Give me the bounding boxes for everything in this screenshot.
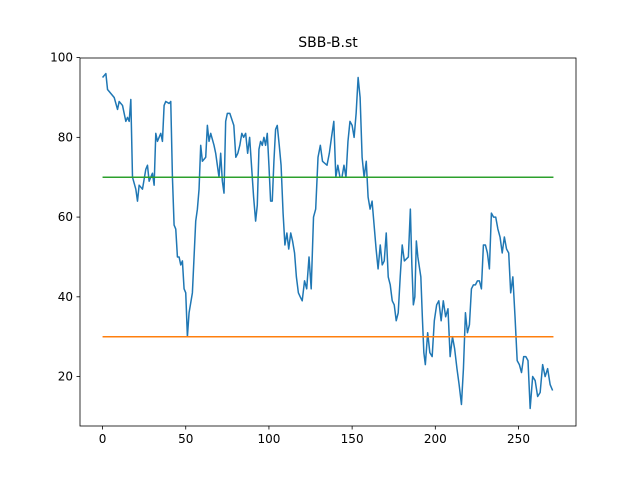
y-tick-label: 60 [58, 210, 73, 224]
x-tick-label: 0 [99, 432, 107, 446]
x-tick-label: 150 [341, 432, 364, 446]
x-tick-label: 250 [507, 432, 530, 446]
y-tick-label: 100 [50, 51, 73, 65]
series-line [101, 72, 554, 410]
y-tick-label: 80 [58, 130, 73, 144]
chart-title: SBB-B.st [298, 35, 358, 51]
y-tick-label: 20 [58, 370, 73, 384]
x-tick-label: 50 [178, 432, 193, 446]
plot-frame [79, 57, 577, 427]
x-tick-label: 100 [257, 432, 280, 446]
x-tick-label: 200 [424, 432, 447, 446]
y-tick-label: 40 [58, 290, 73, 304]
